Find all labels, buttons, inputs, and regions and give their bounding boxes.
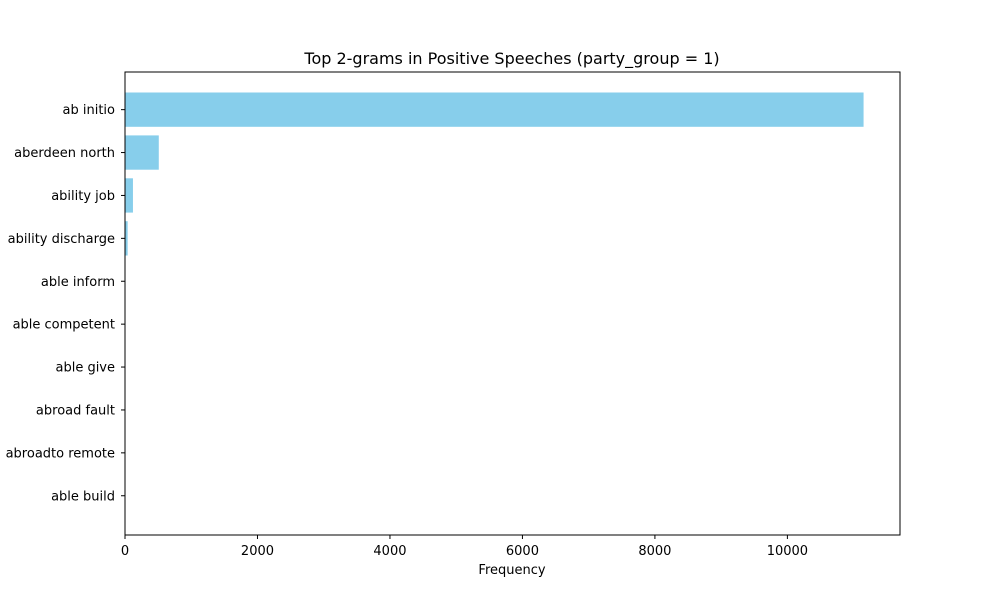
plot-frame (125, 72, 900, 535)
y-tick-label: able build (51, 489, 115, 504)
y-tick-label: able give (55, 361, 115, 376)
x-axis: 0 2000 4000 6000 8000 10000 (121, 535, 808, 559)
bar-ab-initio (125, 93, 864, 127)
x-tick-label: 4000 (373, 544, 406, 559)
y-tick-label: abroad fault (36, 403, 115, 418)
chart-title: Top 2-grams in Positive Speeches (party_… (303, 49, 719, 69)
x-tick-label: 10000 (767, 544, 808, 559)
bars-layer (125, 93, 864, 513)
x-tick-label: 6000 (506, 544, 539, 559)
x-tick-label: 0 (121, 544, 129, 559)
y-tick-label: ab initio (63, 103, 116, 118)
y-tick-label: abroadto remote (6, 446, 115, 461)
x-tick-label: 2000 (241, 544, 274, 559)
y-axis: ab initio aberdeen north ability job abilit… (6, 103, 125, 504)
bar-ability-job (125, 178, 133, 212)
y-tick-label: ability discharge (8, 232, 115, 247)
y-tick-label: aberdeen north (14, 146, 115, 161)
y-tick-label: able competent (13, 318, 115, 333)
y-tick-label: able inform (41, 275, 115, 290)
x-axis-label: Frequency (478, 563, 545, 578)
bar-aberdeen-north (125, 135, 159, 169)
x-tick-label: 8000 (638, 544, 671, 559)
y-tick-label: ability job (51, 189, 115, 204)
